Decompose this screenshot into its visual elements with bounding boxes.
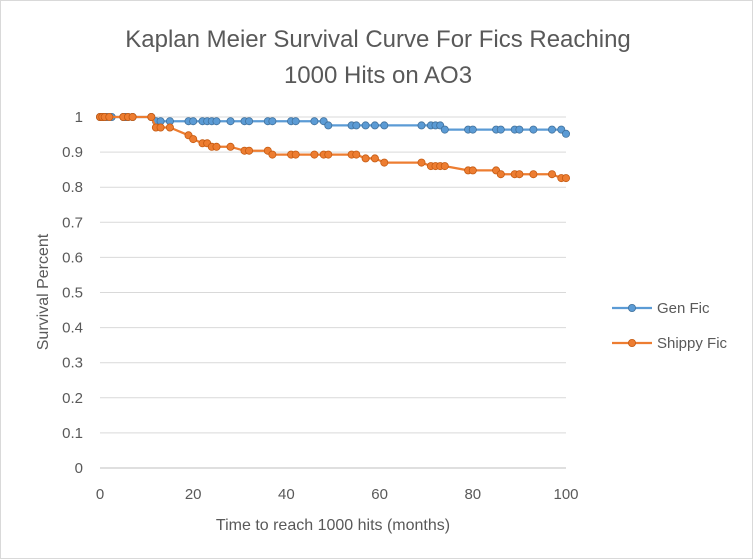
data-point-shippy-fic — [380, 158, 389, 167]
series-layer — [96, 113, 571, 183]
x-tick-label: 100 — [553, 486, 578, 503]
data-point-shippy-fic — [212, 142, 221, 151]
data-point-gen-fic — [245, 117, 254, 126]
legend-item-shippy-fic: Shippy Fic — [612, 335, 728, 352]
y-tick-label: 0.8 — [62, 179, 83, 196]
data-point-shippy-fic — [468, 166, 477, 175]
data-point-gen-fic — [324, 121, 333, 130]
data-point-gen-fic — [515, 125, 524, 134]
data-point-shippy-fic — [245, 146, 254, 155]
data-point-shippy-fic — [147, 113, 156, 122]
x-tick-label: 20 — [185, 486, 202, 503]
x-tick-label: 0 — [96, 486, 104, 503]
data-point-gen-fic — [352, 121, 361, 130]
y-tick-label: 0.5 — [62, 285, 83, 302]
data-point-shippy-fic — [105, 113, 114, 122]
y-tick-label: 0.4 — [62, 320, 83, 337]
data-point-shippy-fic — [310, 150, 319, 159]
y-tick-labels: 0 0.1 0.2 0.3 0.4 0.5 0.6 0.7 0.8 0.9 1 — [62, 109, 83, 477]
data-point-gen-fic — [226, 117, 235, 126]
chart-title-line-1: Kaplan Meier Survival Curve For Fics Rea… — [125, 26, 631, 53]
data-point-shippy-fic — [226, 142, 235, 151]
data-point-gen-fic — [189, 117, 198, 126]
y-tick-label: 0.7 — [62, 214, 83, 231]
data-point-shippy-fic — [440, 162, 449, 171]
legend: Gen Fic Shippy Fic — [612, 300, 728, 352]
data-point-shippy-fic — [529, 170, 538, 179]
data-point-shippy-fic — [268, 150, 277, 159]
data-point-gen-fic — [496, 125, 505, 134]
data-point-shippy-fic — [417, 158, 426, 167]
data-point-shippy-fic — [548, 170, 557, 179]
data-point-shippy-fic — [324, 150, 333, 159]
data-point-gen-fic — [380, 121, 389, 130]
data-point-shippy-fic — [189, 135, 198, 144]
legend-label: Shippy Fic — [657, 335, 728, 352]
x-tick-label: 40 — [278, 486, 295, 503]
data-point-shippy-fic — [291, 150, 300, 159]
gridlines — [100, 116, 566, 469]
data-point-shippy-fic — [361, 154, 370, 163]
x-axis-title: Time to reach 1000 hits (months) — [216, 517, 450, 534]
data-point-gen-fic — [562, 129, 571, 138]
y-tick-label: 0.2 — [62, 390, 83, 407]
data-point-gen-fic — [417, 121, 426, 130]
data-point-shippy-fic — [515, 170, 524, 179]
legend-item-gen-fic: Gen Fic — [612, 300, 710, 317]
data-point-shippy-fic — [562, 174, 571, 183]
data-point-shippy-fic — [156, 123, 165, 132]
x-tick-label: 80 — [464, 486, 481, 503]
legend-marker — [628, 303, 637, 312]
x-tick-label: 60 — [371, 486, 388, 503]
data-point-gen-fic — [268, 117, 277, 126]
data-point-shippy-fic — [352, 150, 361, 159]
data-point-gen-fic — [212, 117, 221, 126]
x-tick-labels: 0 20 40 60 80 100 — [96, 486, 579, 503]
y-tick-label: 0.6 — [62, 249, 83, 266]
legend-marker — [628, 338, 637, 347]
data-point-gen-fic — [370, 121, 379, 130]
y-tick-label: 0.9 — [62, 144, 83, 161]
y-tick-label: 0 — [75, 460, 83, 477]
data-point-shippy-fic — [128, 113, 137, 122]
data-point-gen-fic — [291, 117, 300, 126]
y-tick-label: 0.1 — [62, 425, 83, 442]
chart-title-line-2: 1000 Hits on AO3 — [284, 62, 472, 89]
data-point-shippy-fic — [496, 170, 505, 179]
data-point-gen-fic — [440, 125, 449, 134]
legend-label: Gen Fic — [657, 300, 710, 317]
data-point-gen-fic — [468, 125, 477, 134]
data-point-gen-fic — [548, 125, 557, 134]
data-point-shippy-fic — [370, 154, 379, 163]
y-axis-title: Survival Percent — [35, 233, 52, 350]
data-point-gen-fic — [310, 117, 319, 126]
data-point-gen-fic — [361, 121, 370, 130]
y-tick-label: 0.3 — [62, 355, 83, 372]
data-point-shippy-fic — [165, 123, 174, 132]
y-tick-label: 1 — [75, 109, 83, 126]
series-shippy-fic — [96, 113, 571, 183]
data-point-gen-fic — [529, 125, 538, 134]
